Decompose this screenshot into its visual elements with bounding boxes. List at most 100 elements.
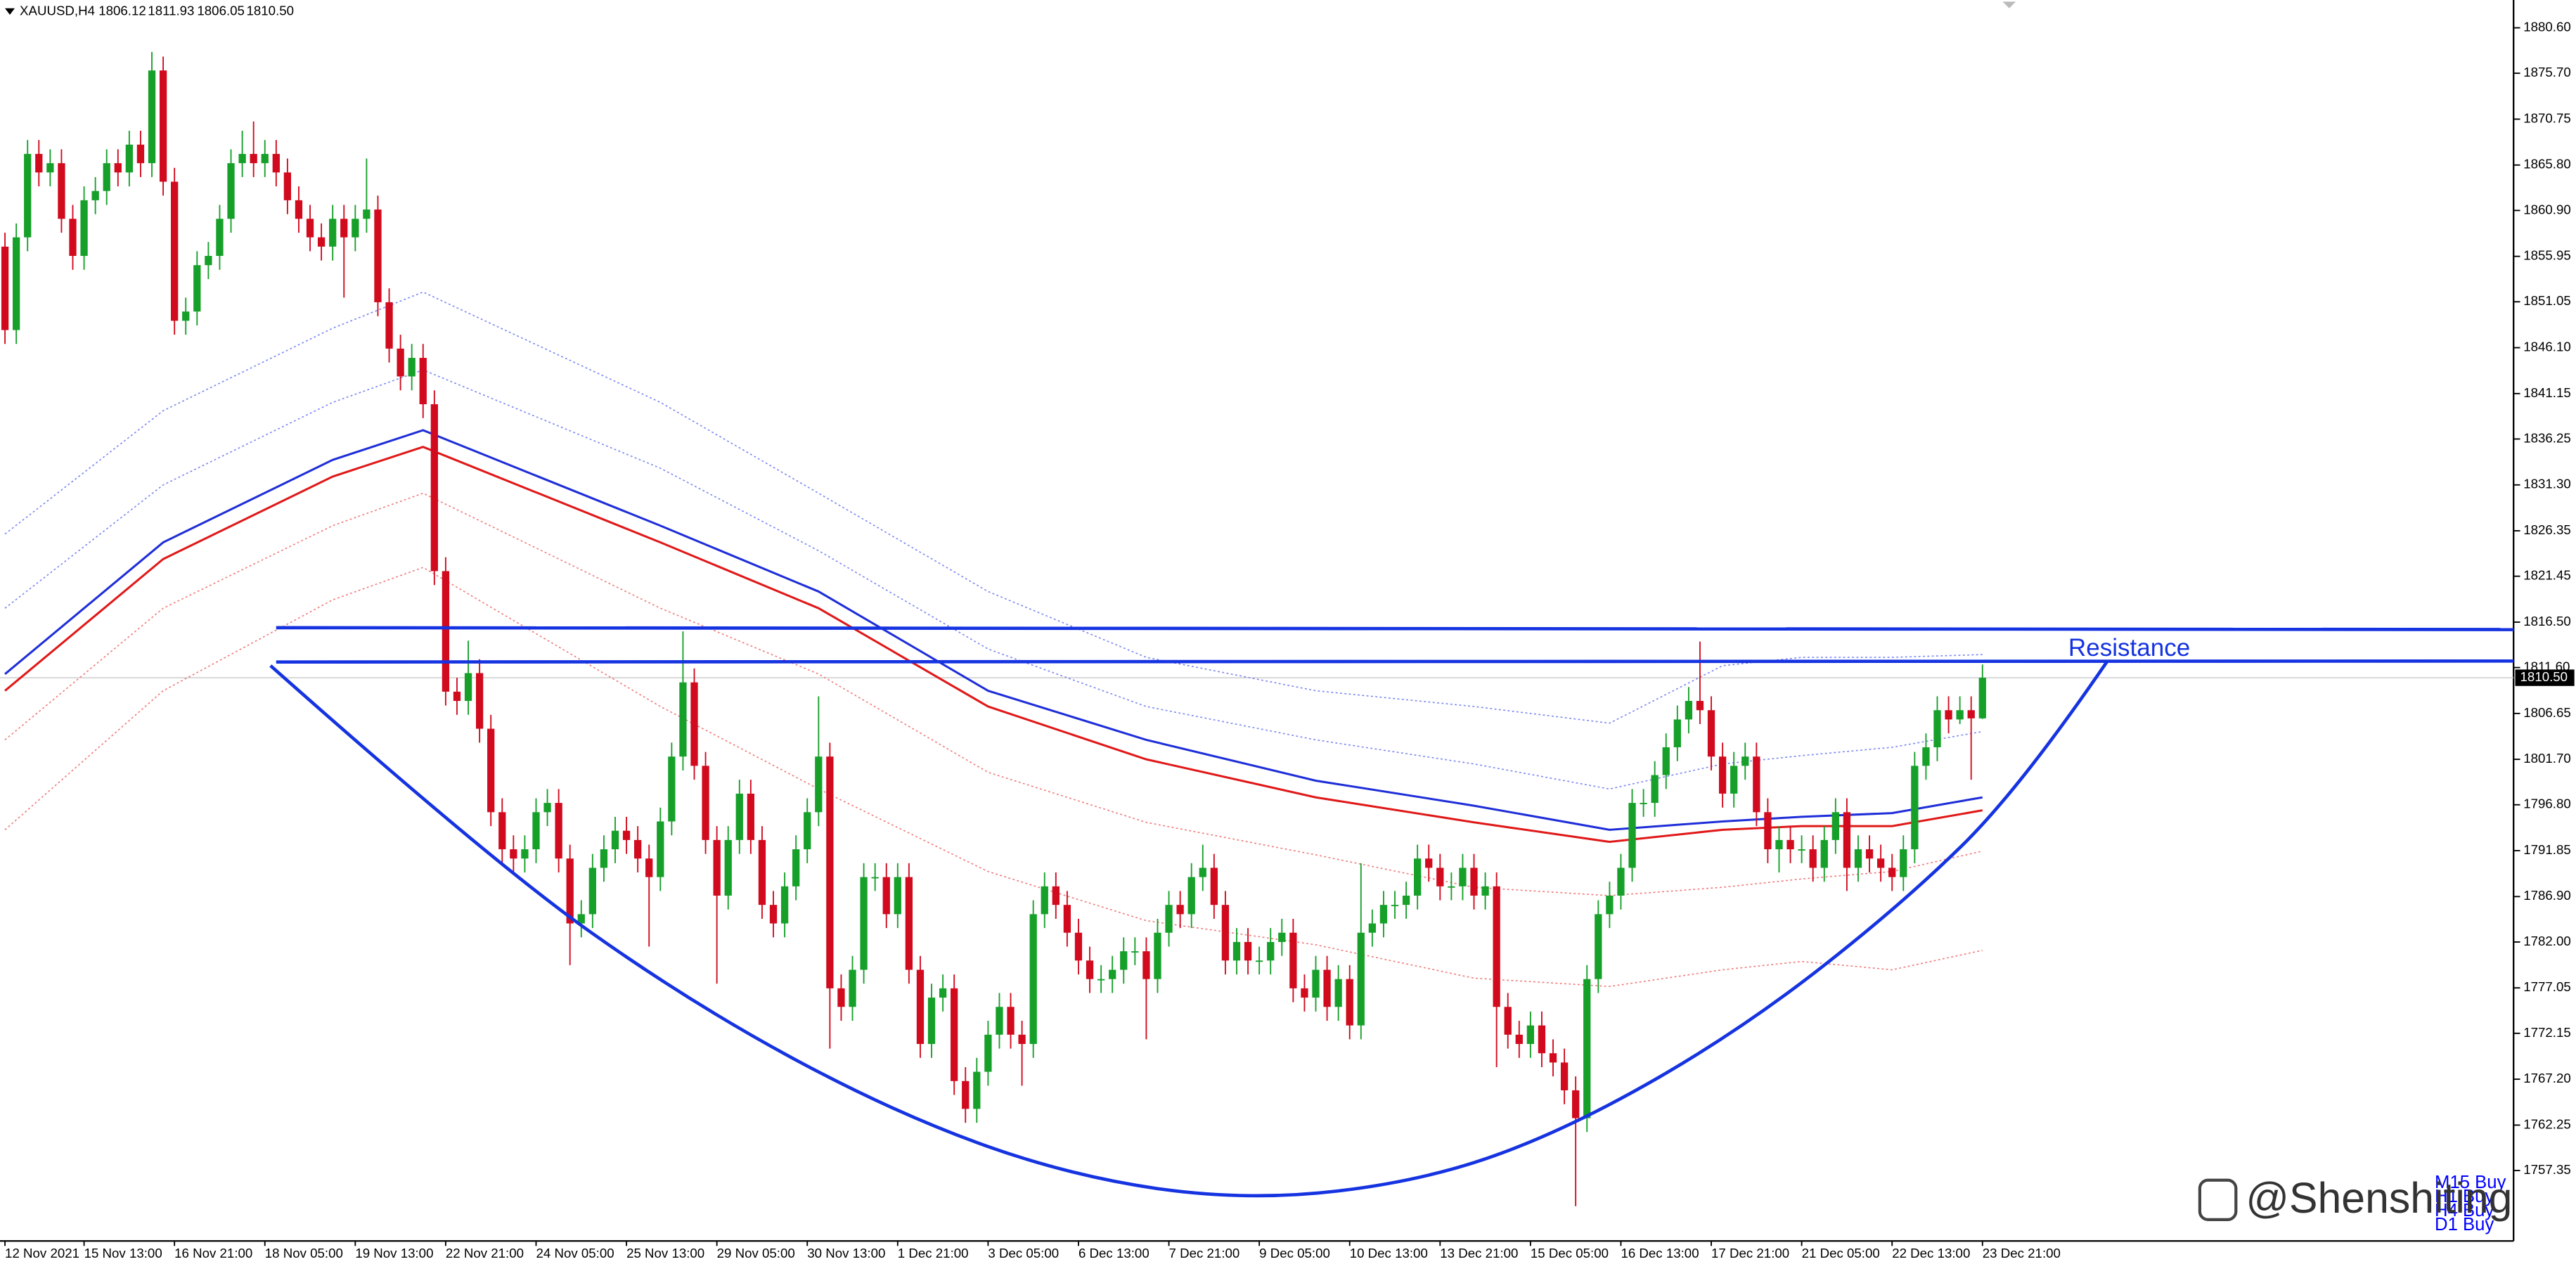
y-tick-label: 1791.85 [2523, 842, 2571, 857]
candle-body [984, 1034, 992, 1072]
candle-body [1685, 701, 1693, 720]
candle-body [532, 812, 540, 850]
x-tick-label: 17 Dec 21:00 [1711, 1246, 1789, 1260]
candle-body [1063, 905, 1071, 933]
candle-body [340, 219, 348, 238]
y-tick-label: 1831.30 [2523, 477, 2571, 491]
candle-body [1029, 914, 1037, 1045]
candle-body [159, 70, 167, 182]
candle-body [622, 830, 631, 840]
candle-body [1278, 932, 1286, 942]
current-price-tag [2515, 669, 2575, 686]
candle-body [1041, 886, 1048, 915]
y-tick-label: 1806.65 [2523, 705, 2571, 720]
candle-body [1741, 756, 1749, 766]
candle-body [1775, 839, 1783, 850]
y-tick-label: 1801.70 [2523, 751, 2571, 766]
candle-body [1154, 932, 1161, 979]
candle-body [1199, 868, 1206, 877]
y-tick-label: 1826.35 [2523, 522, 2571, 537]
candle-body [1718, 756, 1727, 794]
candle-body [939, 988, 947, 998]
x-tick-label: 30 Nov 13:00 [807, 1246, 885, 1260]
candle-body [442, 571, 450, 692]
candle-body [114, 163, 122, 173]
y-tick-label: 1836.25 [2523, 430, 2571, 445]
candle-body [352, 219, 359, 238]
candle-body [1606, 895, 1614, 915]
candle-body [1210, 868, 1218, 905]
candle-body [1074, 932, 1083, 961]
candle-body [566, 858, 574, 924]
y-tick-label: 1860.90 [2523, 202, 2571, 217]
x-tick-label: 1 Dec 21:00 [898, 1246, 969, 1260]
candle-body [250, 153, 257, 164]
candle-body [1628, 803, 1636, 868]
candle-body [1696, 701, 1704, 711]
candle-body [1640, 803, 1647, 804]
candle-body [1086, 960, 1094, 979]
candle-body [1346, 979, 1353, 1026]
candle-body [35, 153, 43, 173]
candle-body [408, 358, 416, 377]
y-tick-label: 1762.25 [2523, 1116, 2571, 1131]
candle-body [1007, 1007, 1015, 1035]
signal: M15 Buy [2435, 1173, 2506, 1192]
candle-body [1888, 868, 1896, 877]
candle-body [216, 219, 224, 256]
candle-body [1402, 895, 1410, 905]
x-tick-label: 7 Dec 21:00 [1169, 1246, 1240, 1260]
y-tick-label: 1841.15 [2523, 385, 2571, 400]
symbol: XAUUSD,H4 [20, 3, 95, 18]
candle-body [1255, 960, 1263, 962]
candle-body [713, 839, 721, 896]
candle-body [1978, 678, 1986, 718]
x-tick-label: 13 Dec 21:00 [1440, 1246, 1518, 1260]
y-tick-label: 1796.80 [2523, 797, 2571, 811]
candle-body [735, 793, 743, 840]
candle-body [1854, 849, 1862, 868]
x-tick-label: 15 Nov 13:00 [84, 1246, 162, 1260]
candle-body [724, 839, 732, 896]
candle-body [1843, 812, 1851, 868]
candle-body [1481, 886, 1489, 896]
candle-body [1379, 905, 1388, 924]
y-tick-label: 1821.45 [2523, 568, 2571, 583]
x-tick-label: 15 Dec 05:00 [1531, 1246, 1609, 1260]
candle-body [46, 163, 54, 173]
menu-arrow[interactable] [5, 8, 15, 15]
candle-body [272, 153, 280, 173]
candle-body [1109, 969, 1116, 979]
candle-body [849, 969, 856, 1007]
candle-body [927, 998, 936, 1045]
candle-body [125, 144, 134, 173]
watermark: @Shenshiting [2198, 1174, 2512, 1222]
candle-body [1323, 969, 1331, 1007]
candle-body [1504, 1007, 1512, 1035]
moving-average [4, 567, 1983, 988]
moving-average [4, 446, 1983, 844]
moving-average [4, 492, 1983, 896]
candle-body [295, 200, 303, 219]
x-tick-label: 29 Nov 05:00 [717, 1246, 795, 1260]
candle-body [916, 969, 925, 1045]
candle-body [1549, 1053, 1557, 1063]
candle-body [1312, 969, 1320, 998]
candle-body [205, 255, 212, 266]
header-low: 1806.05 [197, 3, 245, 18]
header-high: 1811.93 [148, 3, 194, 18]
candle-body [193, 265, 201, 312]
x-tick-label: 25 Nov 13:00 [626, 1246, 704, 1260]
candle-body [1730, 766, 1738, 794]
candle-body [588, 868, 596, 915]
signal: H1 Buy [2435, 1187, 2494, 1206]
x-tick-label: 16 Dec 13:00 [1621, 1246, 1699, 1260]
candle-body [510, 849, 517, 859]
candle-body [973, 1071, 981, 1109]
candle-body [136, 144, 145, 164]
candle-body [171, 181, 179, 321]
x-tick-label: 10 Dec 13:00 [1350, 1246, 1428, 1260]
candle-body [317, 237, 326, 247]
candle-body [1459, 868, 1467, 886]
